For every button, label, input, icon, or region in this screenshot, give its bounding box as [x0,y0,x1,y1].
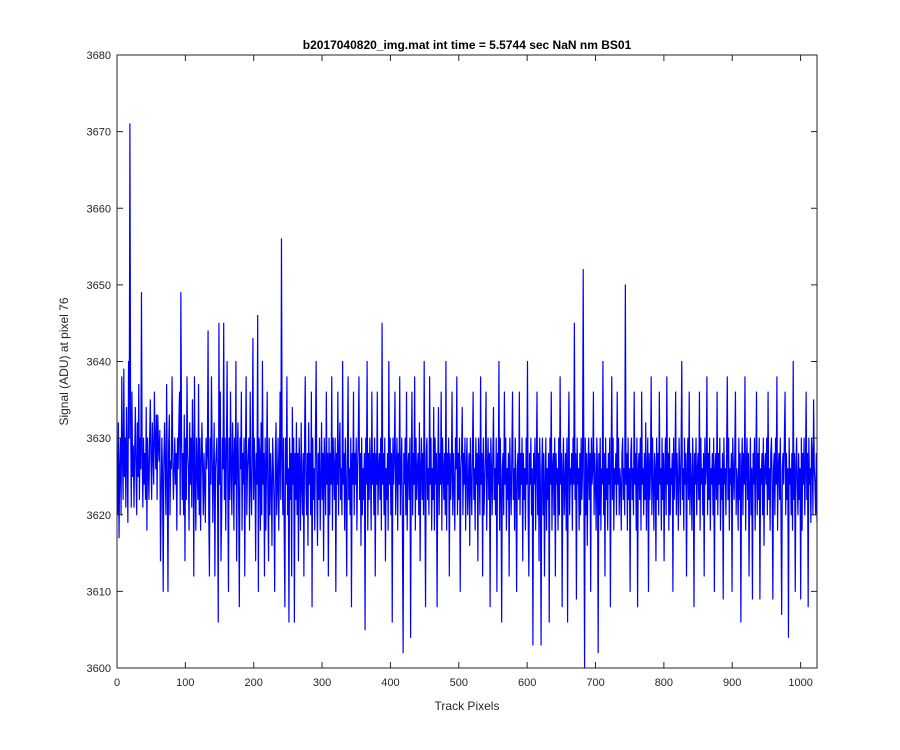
data-layer [117,123,817,668]
x-axis-ticks: 0 100 200 300 400 500 600 700 800 900 1000 [114,55,813,689]
chart-title: b2017040820_img.mat int time = 5.5744 se… [303,38,632,52]
y-tick-label: 3680 [87,50,111,62]
y-axis-ticks: 3600 3610 3620 3630 3640 3650 3660 3670 3680 [87,50,817,675]
x-tick-label: 200 [245,677,263,689]
y-tick-label: 3620 [87,510,111,522]
y-tick-label: 3670 [87,127,111,139]
x-tick-label: 300 [313,677,331,689]
series-line-1 [117,123,817,668]
plot-area [117,55,817,668]
x-tick-label: 600 [518,677,536,689]
x-tick-label: 400 [381,677,399,689]
y-tick-label: 3640 [87,357,111,369]
y-tick-label: 3600 [87,663,111,675]
x-tick-label: 500 [450,677,468,689]
x-tick-label: 700 [586,677,604,689]
x-tick-label: 800 [655,677,673,689]
x-tick-label: 0 [114,677,120,689]
y-tick-label: 3610 [87,586,111,598]
y-tick-label: 3630 [87,433,111,445]
y-axis-label: Signal (ADU) at pixel 76 [57,297,71,425]
x-tick-label: 1000 [788,677,812,689]
x-tick-label: 100 [176,677,194,689]
y-tick-label: 3650 [87,280,111,292]
x-axis-label: Track Pixels [435,699,500,713]
x-tick-label: 900 [723,677,741,689]
y-tick-label: 3660 [87,203,111,215]
